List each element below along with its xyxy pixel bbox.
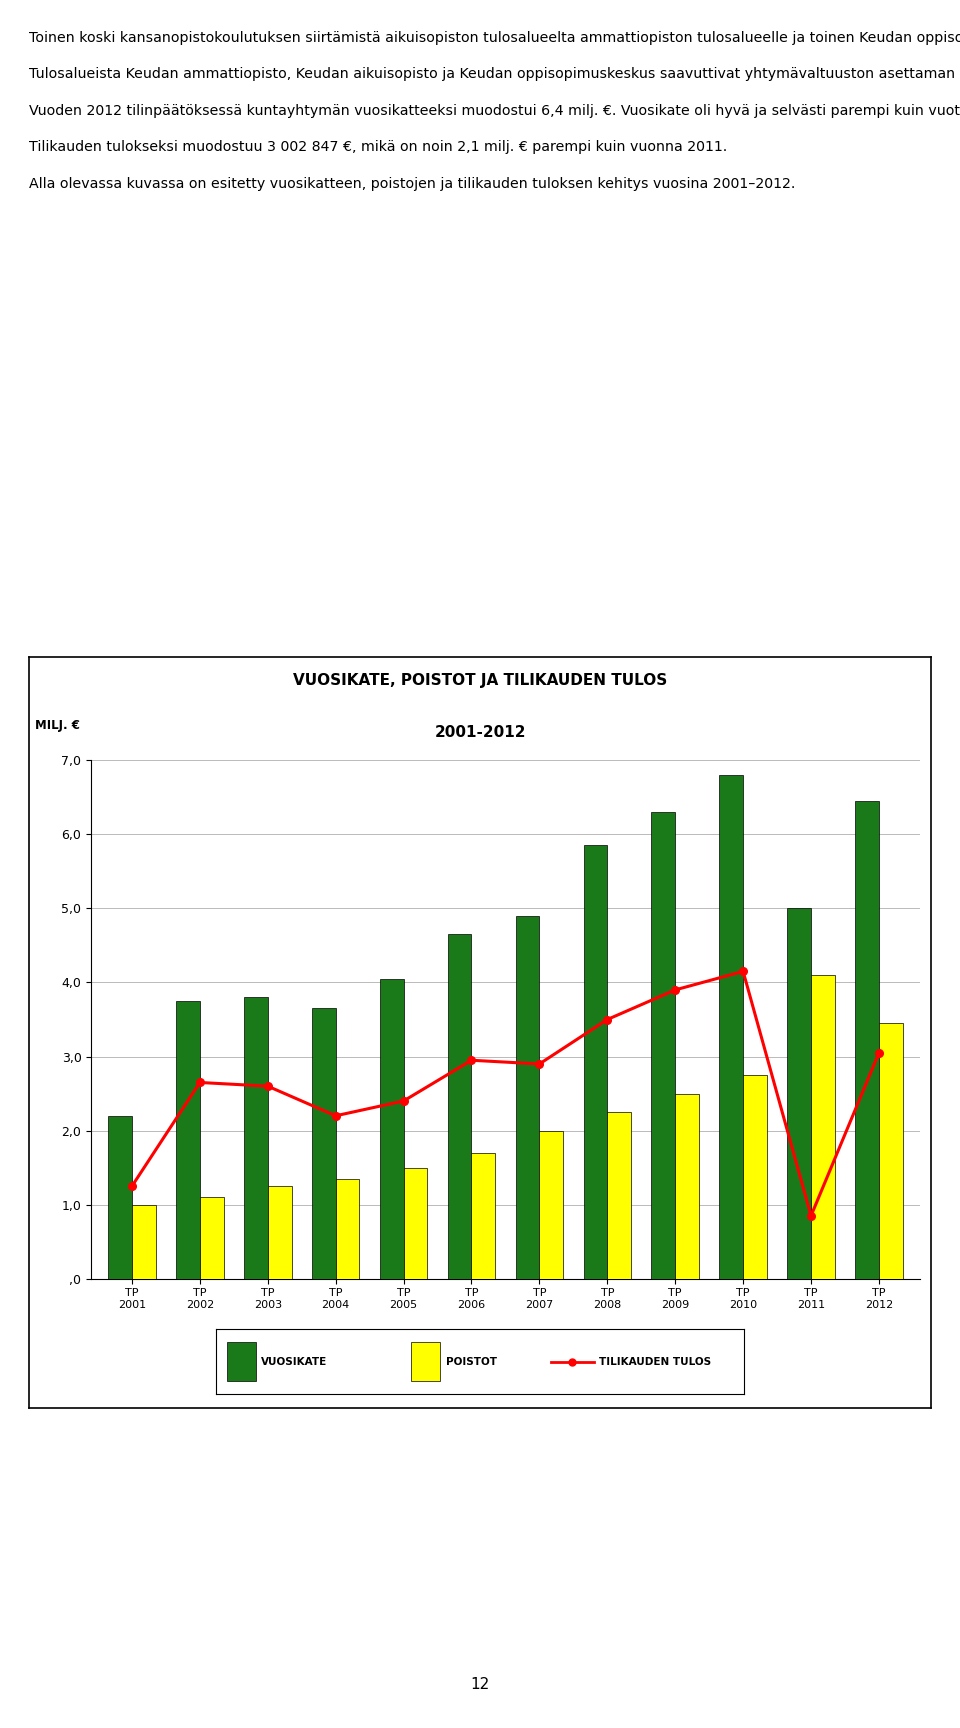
Text: POISTOT: POISTOT bbox=[445, 1356, 496, 1367]
Text: Toinen koski kansanopistokoulutuksen siirtämistä aikuisopiston tulosalueelta amm: Toinen koski kansanopistokoulutuksen sii… bbox=[29, 31, 960, 190]
Bar bbox=[608, 1113, 631, 1279]
Bar bbox=[176, 1001, 200, 1279]
Bar bbox=[811, 975, 835, 1279]
Bar bbox=[471, 1153, 495, 1279]
Bar bbox=[787, 909, 811, 1279]
Bar bbox=[380, 978, 403, 1279]
Bar bbox=[403, 1168, 427, 1279]
Text: VUOSIKATE: VUOSIKATE bbox=[261, 1356, 327, 1367]
Bar bbox=[743, 1075, 767, 1279]
Text: MILJ. €: MILJ. € bbox=[35, 719, 80, 733]
Bar bbox=[268, 1185, 292, 1279]
Bar bbox=[516, 916, 540, 1279]
Bar bbox=[244, 997, 268, 1279]
Bar bbox=[584, 845, 608, 1279]
Bar bbox=[447, 935, 471, 1279]
Bar bbox=[227, 1343, 255, 1381]
Bar bbox=[108, 1116, 132, 1279]
Bar bbox=[411, 1343, 441, 1381]
Text: 2001-2012: 2001-2012 bbox=[434, 726, 526, 740]
Text: TILIKAUDEN TULOS: TILIKAUDEN TULOS bbox=[599, 1356, 711, 1367]
Bar bbox=[132, 1204, 156, 1279]
Bar bbox=[675, 1094, 699, 1279]
Bar bbox=[312, 1009, 336, 1279]
Text: VUOSIKATE, POISTOT JA TILIKAUDEN TULOS: VUOSIKATE, POISTOT JA TILIKAUDEN TULOS bbox=[293, 672, 667, 688]
Bar bbox=[540, 1130, 564, 1279]
Bar bbox=[879, 1023, 902, 1279]
Bar bbox=[652, 812, 675, 1279]
Text: 12: 12 bbox=[470, 1678, 490, 1692]
Bar bbox=[719, 776, 743, 1279]
Bar bbox=[200, 1198, 224, 1279]
Bar bbox=[855, 802, 879, 1279]
Bar bbox=[336, 1178, 359, 1279]
